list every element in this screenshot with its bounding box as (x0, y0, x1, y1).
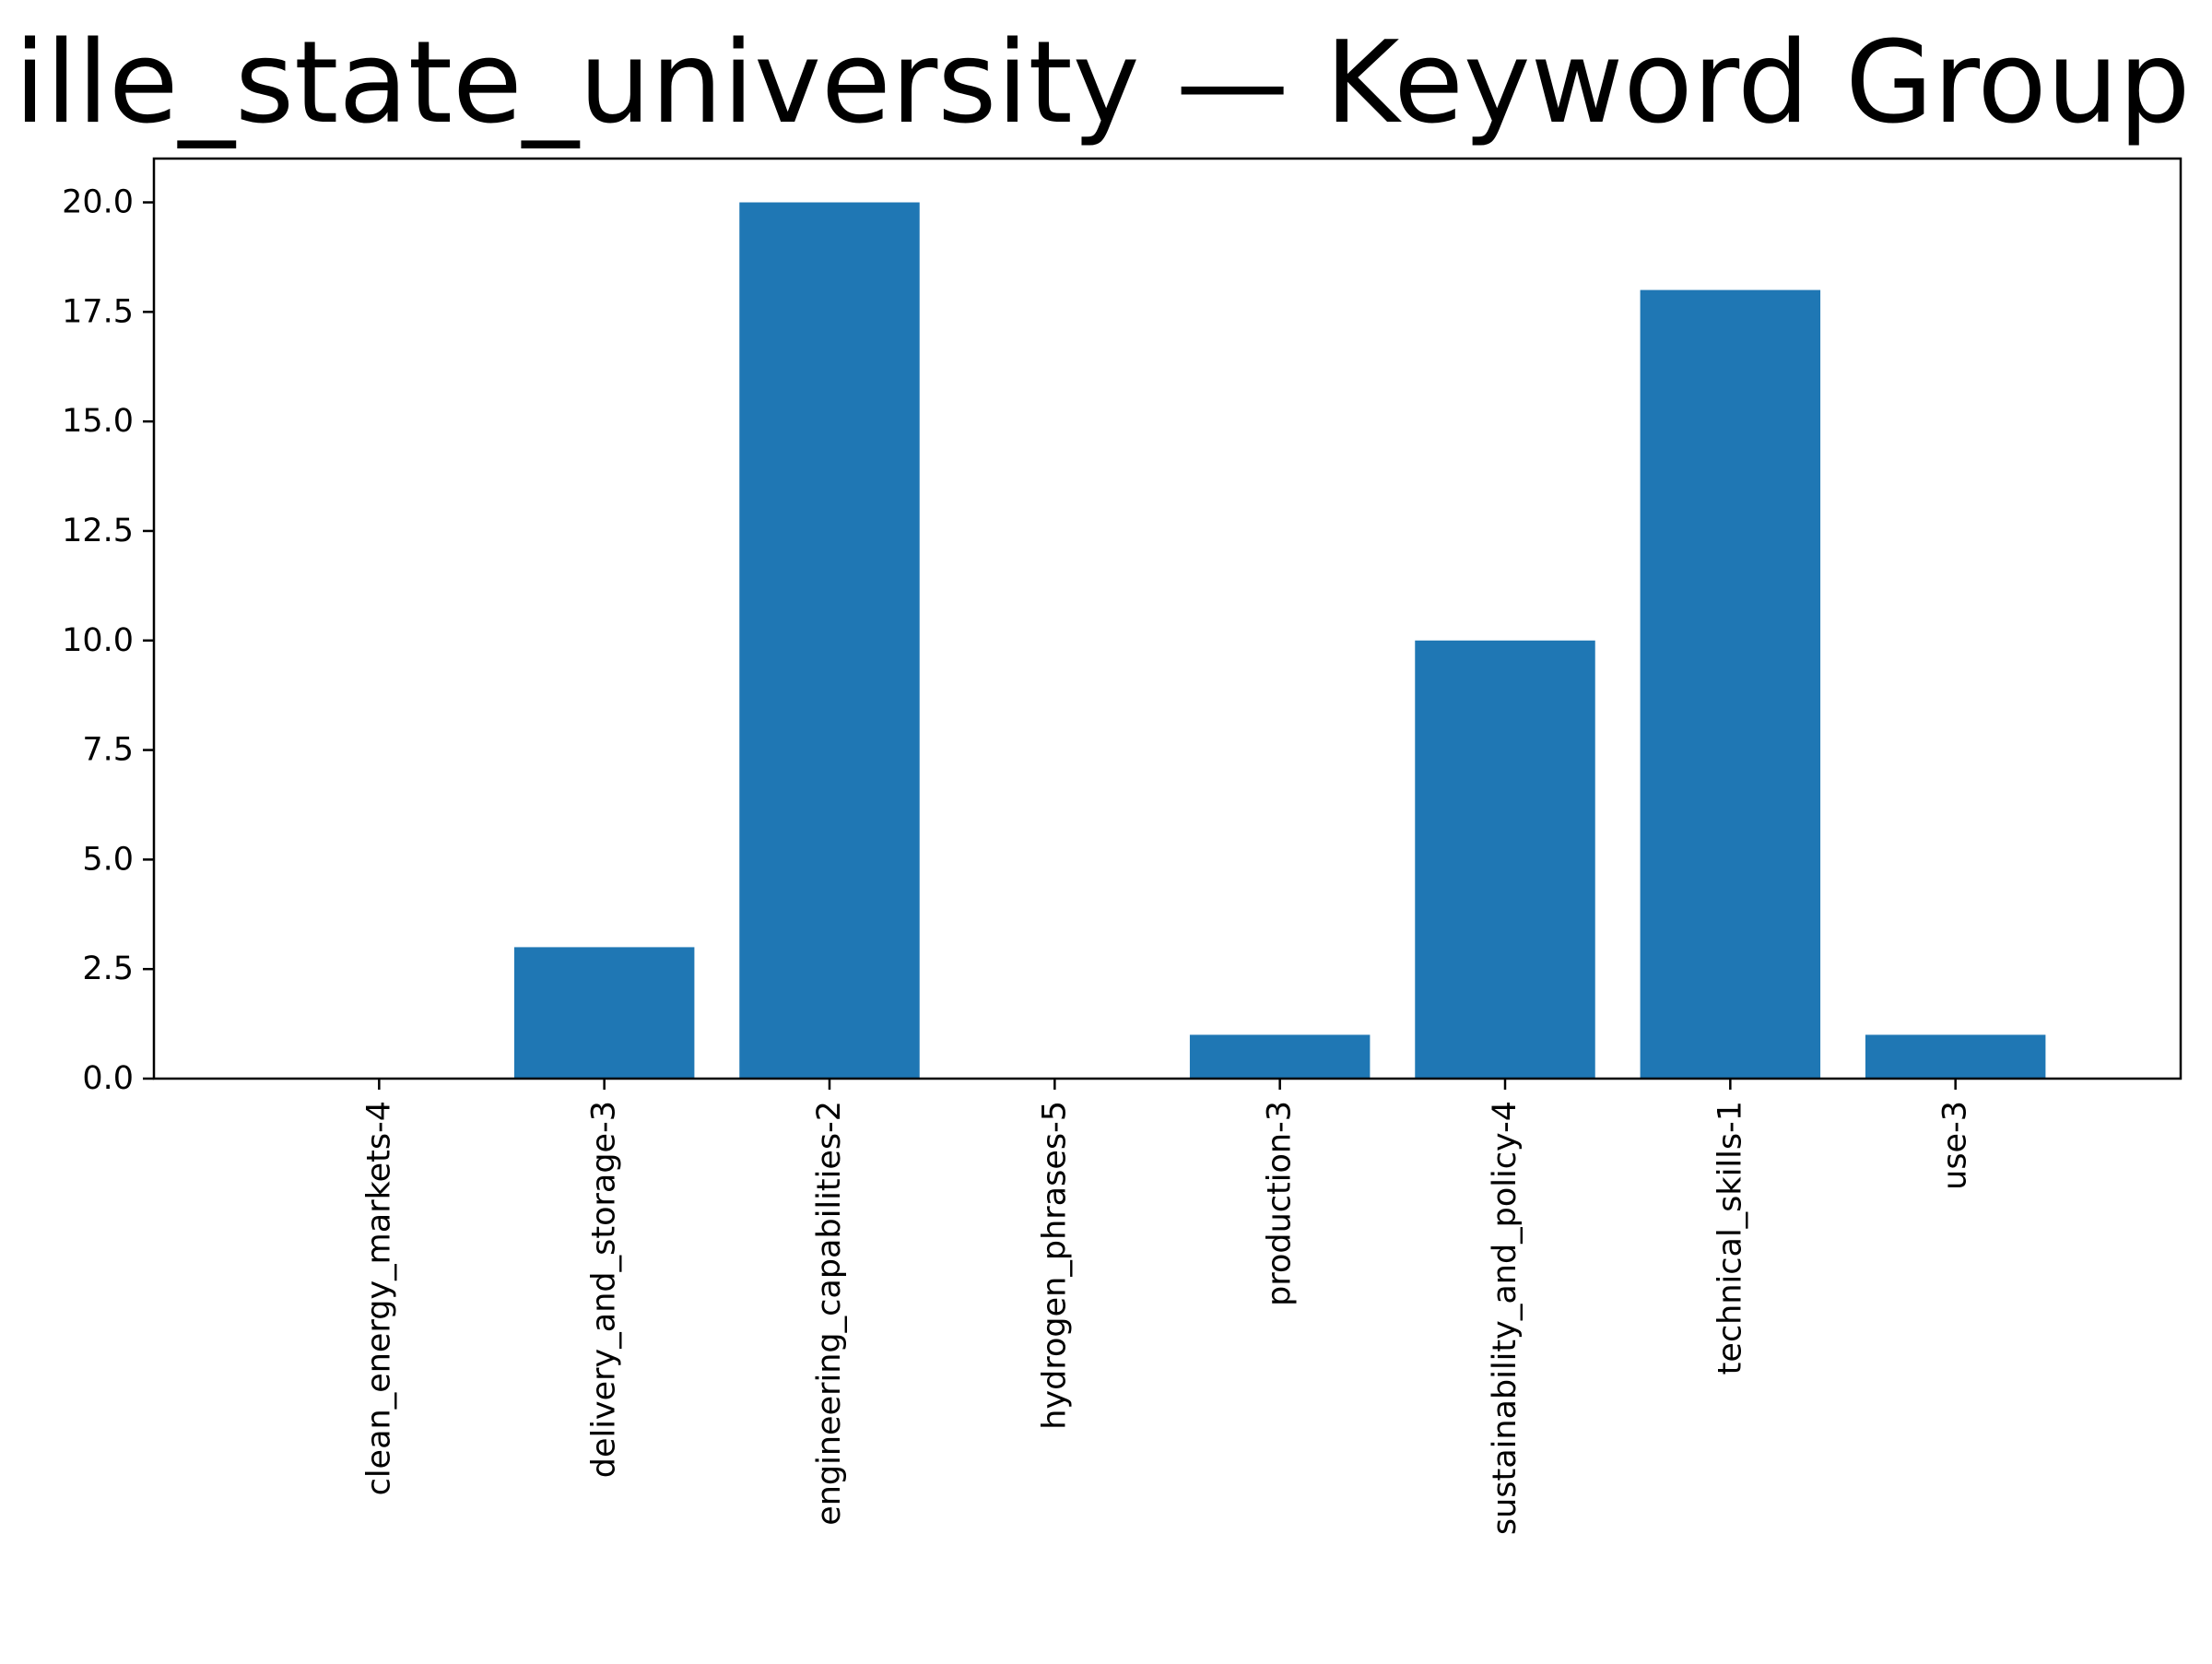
bar-use-3 (1865, 1034, 2046, 1079)
x-tick-label: engineering_capabilities-2 (811, 1101, 848, 1526)
y-tick-label: 2.5 (82, 950, 134, 987)
bar-technical_skills-1 (1640, 289, 1821, 1080)
x-tick-label: delivery_and_storage-3 (586, 1101, 623, 1478)
y-tick-label: 17.5 (62, 293, 134, 330)
plot-frame (152, 157, 2183, 1080)
bar-sustainability_and_policy-4 (1415, 640, 1595, 1079)
bar-delivery_and_storage-3 (513, 947, 695, 1079)
y-tick-label: 20.0 (62, 184, 134, 221)
y-tick-label: 7.5 (82, 732, 134, 769)
x-tick-label: technical_skills-1 (1712, 1101, 1748, 1375)
bar-production-3 (1189, 1034, 1371, 1079)
y-tick-label: 12.5 (62, 513, 134, 549)
y-tick-label: 15.0 (62, 403, 134, 440)
x-axis: clean_energy_markets-4 delivery_and_stora… (360, 1079, 1974, 1535)
bar-engineering_capabilities-2 (739, 202, 920, 1079)
x-tick-label: use-3 (1937, 1101, 1974, 1190)
x-tick-label: clean_energy_markets-4 (360, 1101, 397, 1495)
x-tick-label: hydrogen_phrases-5 (1036, 1101, 1073, 1430)
y-tick-label: 5.0 (82, 841, 134, 878)
y-tick-label: 0.0 (82, 1060, 134, 1097)
chart-title: ille_state_university — Keyword Group (14, 18, 2190, 149)
y-tick-label: 10.0 (62, 622, 134, 659)
bars-layer (513, 202, 2046, 1080)
x-tick-label: sustainability_and_policy-4 (1487, 1101, 1524, 1535)
y-axis: 0.0 2.5 5.0 7.5 10.0 12.5 15.0 17.5 20.0 (62, 184, 154, 1097)
x-tick-label: production-3 (1262, 1101, 1299, 1306)
